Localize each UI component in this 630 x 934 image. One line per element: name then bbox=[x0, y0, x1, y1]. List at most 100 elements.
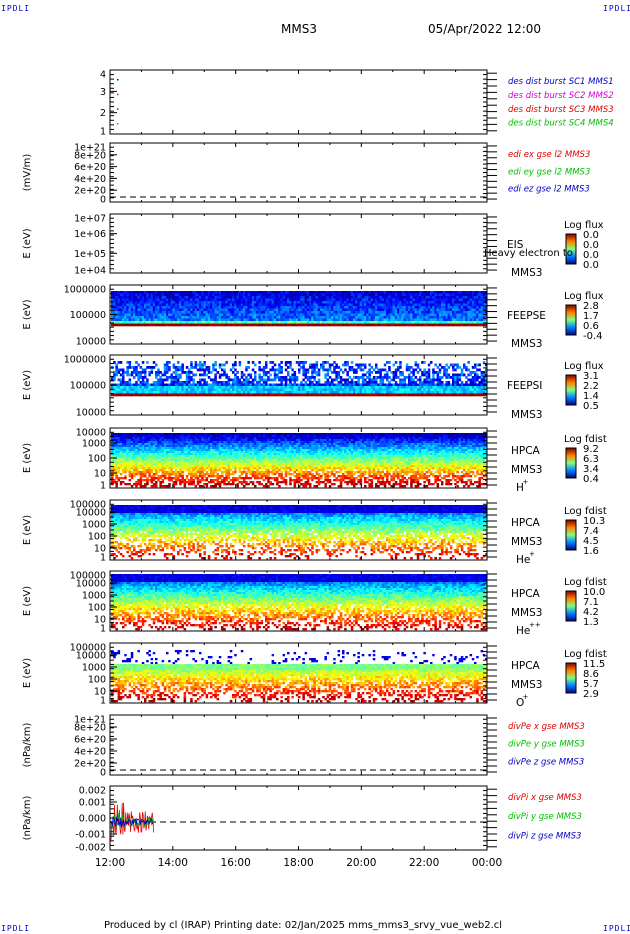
heatmap-cell bbox=[394, 373, 398, 377]
panel-frame-edi bbox=[109, 142, 488, 203]
heatmap-cell bbox=[410, 321, 413, 324]
heatmap-cell bbox=[361, 293, 365, 297]
heatmap-cell bbox=[432, 291, 435, 294]
heatmap-cell bbox=[454, 298, 457, 302]
heatmap-cell bbox=[117, 293, 121, 297]
heatmap-cell bbox=[392, 388, 396, 392]
heatmap-cell bbox=[377, 376, 380, 379]
heatmap-cell bbox=[177, 368, 180, 372]
heatmap-cell bbox=[122, 391, 125, 394]
heatmap-cell bbox=[192, 296, 195, 299]
heatmap-cell bbox=[361, 368, 365, 372]
heatmap-cell bbox=[320, 363, 323, 367]
heatmap-cell bbox=[463, 306, 466, 309]
heatmap-cell bbox=[372, 321, 376, 324]
heatmap-cell bbox=[348, 318, 352, 322]
heatmap-cell bbox=[177, 301, 180, 304]
heatmap-cell bbox=[161, 323, 165, 327]
heatmap-cell bbox=[199, 381, 202, 384]
heatmap-cell bbox=[344, 293, 347, 297]
heatmap-cell bbox=[471, 366, 475, 369]
heatmap-cell bbox=[276, 323, 279, 327]
heatmap-cell bbox=[185, 383, 189, 387]
heatmap-cell bbox=[403, 383, 407, 387]
heatmap-cell bbox=[155, 443, 158, 446]
heatmap-cell bbox=[137, 467, 140, 470]
heatmap-cell bbox=[117, 459, 121, 462]
heatmap-cell bbox=[386, 383, 389, 387]
heatmap-cell bbox=[355, 391, 358, 394]
heatmap-cell bbox=[372, 291, 376, 294]
heatmap-cell bbox=[419, 388, 422, 392]
heatmap-cell bbox=[322, 303, 325, 307]
heatmap-cell bbox=[298, 368, 301, 372]
heatmap-cell bbox=[313, 296, 316, 299]
heatmap-cell bbox=[245, 313, 248, 317]
heatmap-cell bbox=[375, 303, 378, 307]
heatmap-cell bbox=[456, 393, 459, 397]
heatmap-cell bbox=[317, 291, 321, 294]
heatmap-cell bbox=[388, 313, 391, 317]
heatmap-cell bbox=[339, 298, 343, 302]
heatmap-cell bbox=[163, 321, 167, 324]
heatmap-cell bbox=[159, 301, 162, 304]
heatmap-cell bbox=[287, 391, 290, 394]
heatmap-cell bbox=[293, 293, 297, 297]
heatmap-cell bbox=[115, 475, 118, 478]
heatmap-cell bbox=[441, 321, 444, 324]
heatmap-cell bbox=[111, 306, 114, 309]
heatmap-cell bbox=[423, 313, 426, 317]
heatmap-cell bbox=[317, 308, 321, 312]
heatmap-cell bbox=[122, 463, 125, 466]
heatmap-cell bbox=[359, 293, 363, 297]
heatmap-cell bbox=[130, 373, 134, 377]
heatmap-cell bbox=[245, 366, 248, 369]
heatmap-cell bbox=[467, 378, 470, 382]
heatmap-cell bbox=[485, 318, 488, 322]
heatmap-cell bbox=[430, 311, 433, 314]
heatmap-cell bbox=[359, 383, 363, 387]
heatmap-cell bbox=[133, 439, 136, 442]
heatmap-cell bbox=[232, 383, 235, 387]
heatmap-cell bbox=[474, 313, 477, 317]
heatmap-cell bbox=[190, 371, 193, 374]
heatmap-cell bbox=[355, 323, 358, 327]
heatmap-cell bbox=[355, 316, 358, 319]
heatmap-cell bbox=[322, 391, 325, 394]
heatmap-cell bbox=[251, 323, 255, 327]
heatmap-cell bbox=[381, 313, 385, 317]
heatmap-cell bbox=[304, 311, 308, 314]
heatmap-cell bbox=[146, 449, 149, 452]
heatmap-cell bbox=[137, 455, 140, 458]
heatmap-cell bbox=[262, 388, 266, 392]
heatmap-cell bbox=[232, 371, 235, 374]
heatmap-cell bbox=[390, 321, 393, 324]
heatmap-cell bbox=[425, 386, 429, 389]
heatmap-cell bbox=[210, 308, 213, 312]
heatmap-cell bbox=[185, 388, 189, 392]
heatmap-cell bbox=[476, 296, 479, 299]
heatmap-cell bbox=[313, 391, 316, 394]
heatmap-cell bbox=[135, 308, 138, 312]
heatmap-cell bbox=[146, 391, 149, 394]
heatmap-cell bbox=[115, 368, 118, 372]
heatmap-cell bbox=[454, 291, 457, 294]
heatmap-cell bbox=[284, 381, 288, 384]
heatmap-cell bbox=[273, 293, 277, 297]
heatmap-cell bbox=[216, 388, 220, 392]
ytick-label-burst: 3 bbox=[100, 87, 106, 98]
heatmap-cell bbox=[463, 303, 466, 307]
heatmap-cell bbox=[438, 303, 442, 307]
heatmap-cell bbox=[179, 291, 182, 294]
heatmap-cell bbox=[313, 303, 316, 307]
heatmap-cell bbox=[300, 306, 303, 309]
heatmap-cell bbox=[188, 383, 191, 387]
heatmap-cell bbox=[199, 296, 202, 299]
heatmap-cell bbox=[443, 318, 446, 322]
heatmap-cell bbox=[324, 303, 327, 307]
heatmap-cell bbox=[397, 298, 400, 302]
heatmap-cell bbox=[146, 318, 149, 322]
heatmap-cell bbox=[271, 316, 275, 319]
heatmap-cell bbox=[309, 301, 312, 304]
heatmap-cell bbox=[394, 303, 398, 307]
